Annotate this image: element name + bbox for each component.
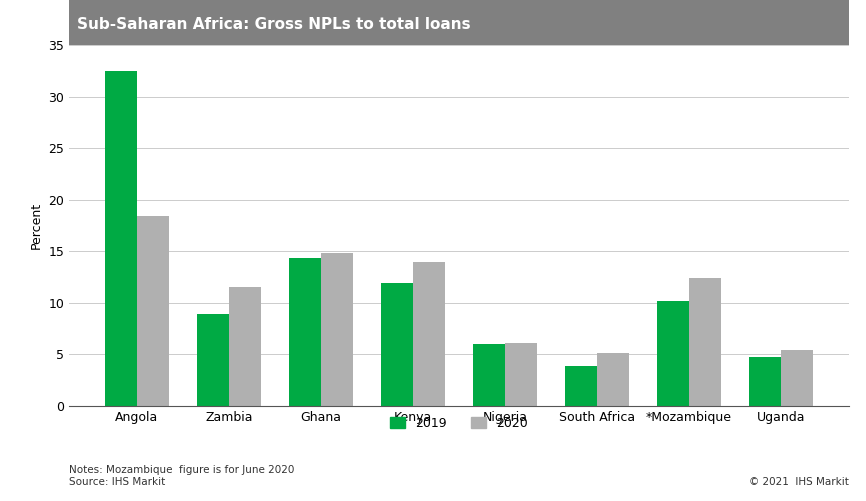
Bar [689, 278, 721, 406]
Bar [781, 350, 813, 406]
Bar [749, 357, 781, 406]
Bar [656, 301, 689, 406]
Legend: 2019, 2020: 2019, 2020 [385, 412, 533, 435]
Text: © 2021  IHS Markit: © 2021 IHS Markit [749, 477, 849, 487]
Bar [197, 314, 229, 406]
Bar [597, 353, 630, 406]
Bar [288, 259, 321, 406]
Text: Sub-Saharan Africa: Gross NPLs to total loans: Sub-Saharan Africa: Gross NPLs to total … [77, 18, 471, 32]
Bar [473, 344, 505, 406]
Bar [321, 254, 353, 406]
Y-axis label: Percent: Percent [30, 202, 43, 249]
Bar [105, 71, 137, 406]
Bar [505, 343, 537, 406]
Bar [229, 287, 262, 406]
Bar [413, 262, 445, 406]
Text: Notes: Mozambique  figure is for June 2020
Source: IHS Markit: Notes: Mozambique figure is for June 202… [69, 465, 294, 487]
Bar [137, 216, 169, 406]
Bar [565, 366, 597, 406]
Bar [381, 283, 413, 406]
